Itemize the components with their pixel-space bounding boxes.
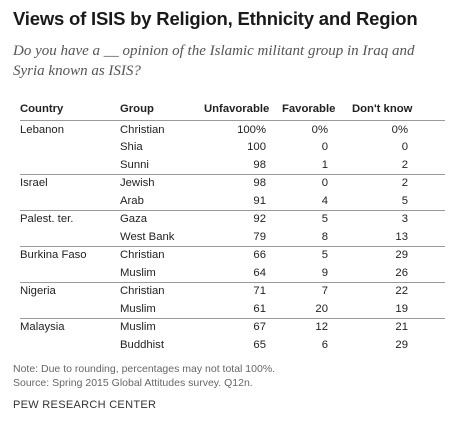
unfavorable-cell: 98	[253, 158, 266, 171]
dont-know-cell: 19	[395, 302, 408, 315]
table-row: Buddhist 65 6 29	[20, 336, 445, 354]
favorable-cell: 20	[315, 302, 328, 315]
country-cell: Lebanon	[20, 120, 120, 139]
favorable-cell: 9	[321, 266, 328, 279]
table-row: Muslim 64 9 26	[20, 264, 445, 282]
column-header-dont-know: Don't know	[352, 103, 413, 115]
country-cell: Malaysia	[20, 317, 120, 336]
favorable-cell: 5	[282, 245, 352, 264]
group-cell: Buddhist	[120, 338, 164, 351]
dont-know-cell: 29	[395, 338, 408, 351]
table-row: Malaysia Muslim 67 12 21	[20, 317, 445, 336]
group-cell: Sunni	[120, 158, 149, 171]
dont-know-cell: 5	[401, 194, 408, 207]
dont-know-cell: 3	[352, 209, 445, 228]
table-row: Palest. ter. Gaza 92 5 3	[20, 209, 445, 228]
column-header-country: Country	[20, 103, 64, 115]
footnote: Note: Due to rounding, percentages may n…	[13, 363, 276, 375]
table-body: Lebanon Christian 100% 0% 0% Shia 100 0 0 Sunni 98…	[20, 120, 445, 354]
country-cell: Israel	[20, 173, 120, 192]
table-row: Muslim 61 20 19	[20, 300, 445, 318]
header-row: Country Group Unfavorable Favorable Don'…	[20, 98, 445, 121]
favorable-cell: 0%	[282, 120, 352, 139]
unfavorable-cell: 64	[253, 266, 266, 279]
country-cell: Nigeria	[20, 281, 120, 300]
data-table: Country Group Unfavorable Favorable Don'…	[20, 98, 445, 354]
dont-know-cell: 13	[395, 230, 408, 243]
column-header-unfavorable: Unfavorable	[204, 103, 270, 115]
unfavorable-cell: 71	[204, 281, 282, 300]
favorable-cell: 4	[321, 194, 328, 207]
group-cell: Christian	[120, 245, 204, 264]
country-cell	[20, 336, 120, 354]
dont-know-cell: 21	[352, 317, 445, 336]
unfavorable-cell: 98	[204, 173, 282, 192]
group-cell: Muslim	[120, 317, 204, 336]
group-cell: Christian	[120, 281, 204, 300]
favorable-cell: 0	[282, 173, 352, 192]
unfavorable-cell: 61	[253, 302, 266, 315]
unfavorable-cell: 100%	[204, 120, 282, 139]
group-cell: West Bank	[120, 230, 175, 243]
country-cell	[20, 156, 120, 174]
table-row: Israel Jewish 98 0 2	[20, 173, 445, 192]
chart-title: Views of ISIS by Religion, Ethnicity and…	[13, 8, 418, 29]
unfavorable-cell: 79	[253, 230, 266, 243]
group-cell: Christian	[120, 120, 204, 139]
dont-know-cell: 2	[352, 173, 445, 192]
column-header-favorable: Favorable	[282, 103, 336, 115]
table-row: Nigeria Christian 71 7 22	[20, 281, 445, 300]
country-cell	[20, 192, 120, 210]
favorable-cell: 12	[282, 317, 352, 336]
group-cell: Gaza	[120, 209, 204, 228]
group-cell: Jewish	[120, 173, 204, 192]
unfavorable-cell: 67	[204, 317, 282, 336]
chart-subtitle: Do you have a __ opinion of the Islamic …	[13, 43, 415, 79]
table-row: Burkina Faso Christian 66 5 29	[20, 245, 445, 264]
source-note: Source: Spring 2015 Global Attitudes sur…	[13, 377, 253, 389]
dont-know-cell: 29	[352, 245, 445, 264]
column-header-group: Group	[120, 103, 154, 115]
country-cell: Palest. ter.	[20, 209, 120, 228]
country-cell	[20, 228, 120, 246]
unfavorable-cell: 65	[253, 338, 266, 351]
favorable-cell: 5	[282, 209, 352, 228]
country-cell	[20, 264, 120, 282]
unfavorable-cell: 91	[253, 194, 266, 207]
dont-know-cell: 26	[395, 266, 408, 279]
group-cell: Muslim	[120, 266, 156, 279]
unfavorable-cell: 92	[204, 209, 282, 228]
favorable-cell: 6	[321, 338, 328, 351]
group-cell: Muslim	[120, 302, 156, 315]
favorable-cell: 0	[321, 141, 328, 154]
unfavorable-cell: 66	[204, 245, 282, 264]
table-row: Sunni 98 1 2	[20, 156, 445, 174]
dont-know-cell: 2	[401, 158, 408, 171]
dont-know-cell: 0	[401, 141, 408, 154]
country-cell	[20, 300, 120, 318]
unfavorable-cell: 100	[247, 141, 266, 154]
group-cell: Arab	[120, 194, 144, 207]
favorable-cell: 1	[321, 158, 328, 171]
credit: PEW RESEARCH CENTER	[13, 399, 157, 411]
table-row: West Bank 79 8 13	[20, 228, 445, 246]
table-row: Arab 91 4 5	[20, 192, 445, 210]
country-cell: Burkina Faso	[20, 245, 120, 264]
favorable-cell: 7	[282, 281, 352, 300]
group-cell: Shia	[120, 141, 143, 154]
dont-know-cell: 0%	[352, 120, 445, 139]
table-row: Shia 100 0 0	[20, 139, 445, 157]
favorable-cell: 8	[321, 230, 328, 243]
table-row: Lebanon Christian 100% 0% 0%	[20, 120, 445, 139]
dont-know-cell: 22	[352, 281, 445, 300]
country-cell	[20, 139, 120, 157]
